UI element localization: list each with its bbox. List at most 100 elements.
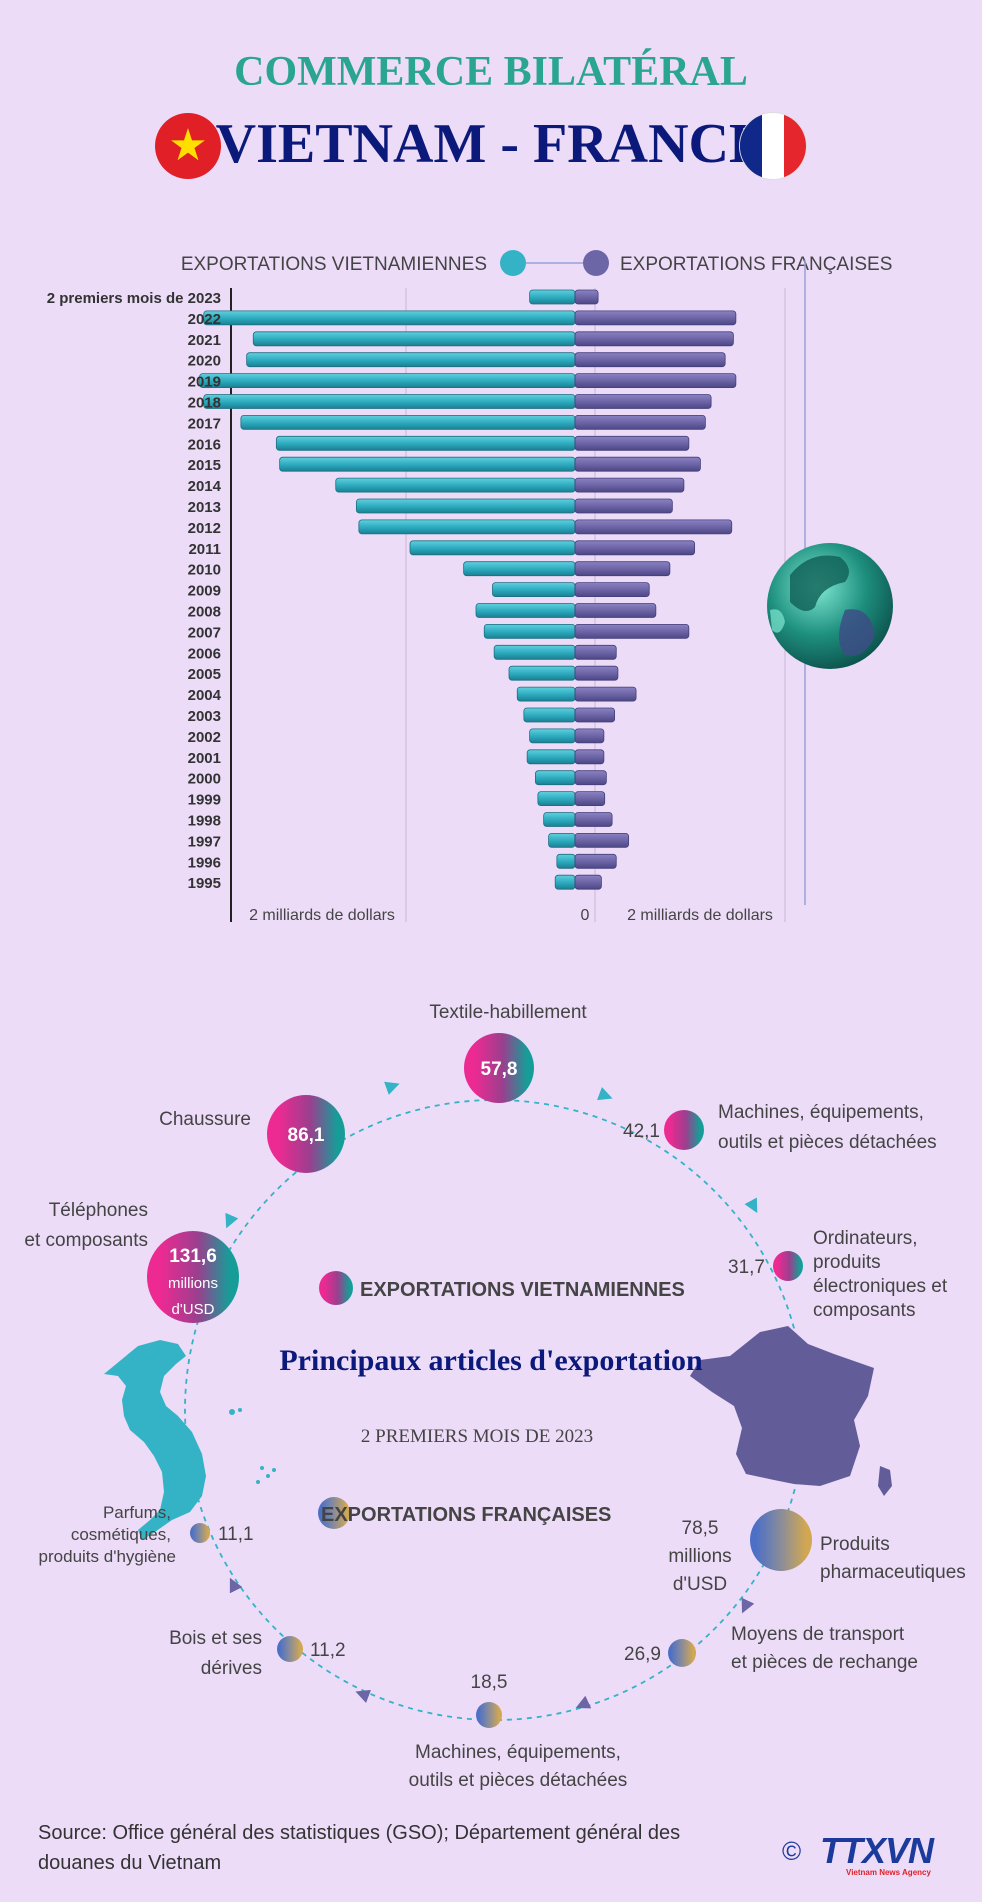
label-bois-2: dérives: [201, 1658, 262, 1679]
category-tick-label: 2002: [188, 729, 221, 746]
bubble-pharma-value: 78,5: [682, 1518, 719, 1539]
group-vn-label: EXPORTATIONS VIETNAMIENNES: [360, 1279, 685, 1301]
year-ticks: 2 premiers mois de 2023 2022 2021 2020 2019 2…: [47, 290, 222, 892]
category-tick-label: 2015: [188, 457, 221, 474]
bar-vn: [483, 624, 576, 639]
bubble-transport: [668, 1639, 696, 1667]
bubble-telephones-unit-2: d'USD: [172, 1301, 215, 1318]
vietnam-map-icon: [104, 1340, 276, 1540]
bar-fr: [574, 665, 619, 681]
label-textile: Textile-habillement: [429, 1002, 587, 1023]
bar-fr: [574, 331, 734, 347]
bubble-parfums-value: 11,1: [218, 1524, 254, 1545]
category-tick-label: 2014: [188, 478, 222, 495]
label-ordinateurs-1: Ordinateurs,: [813, 1228, 918, 1249]
bubble-machines-vn-value: 42,1: [623, 1121, 660, 1142]
category-tick-label: 2011: [188, 541, 221, 558]
ring-arrow-8: [229, 1577, 243, 1594]
bar-fr: [574, 477, 685, 493]
bar-fr: [574, 310, 737, 326]
label-transport-2: et pièces de rechange: [731, 1652, 918, 1673]
bar-fr: [574, 394, 712, 409]
label-machines-fr-1: Machines, équipements,: [415, 1742, 621, 1763]
bubble-chaussure: [267, 1095, 345, 1173]
legend-fr-bubble-icon: [318, 1497, 350, 1529]
category-tick-label: 2020: [188, 353, 221, 370]
category-tick-label: 1999: [188, 792, 221, 809]
bar-fr: [574, 414, 706, 430]
bar-fr: [574, 707, 615, 723]
category-tick-label: 2022: [188, 311, 221, 328]
bar-fr: [574, 435, 690, 451]
bar-vn: [335, 477, 576, 493]
ring-arrow-3: [744, 1197, 758, 1214]
category-tick-label: 1997: [188, 833, 221, 850]
bar-vn: [493, 644, 576, 660]
bubble-telephones-value: 131,6: [169, 1246, 217, 1267]
bubble-textile: [464, 1033, 534, 1103]
group-fr-label: EXPORTATIONS FRANÇAISES: [321, 1504, 611, 1526]
logo-subtitle: Vietnam News Agency: [846, 1868, 931, 1877]
bar-vn: [554, 874, 576, 890]
bar-vn: [355, 498, 576, 514]
category-tick-label: 2019: [188, 374, 221, 391]
ring-path: [184, 1099, 806, 1721]
bar-vn: [275, 435, 576, 451]
category-tick-label: 2005: [188, 666, 221, 683]
source-note: Source: Office général des statistiques …: [38, 1822, 681, 1874]
bar-fr: [574, 498, 673, 514]
bar-fr: [574, 624, 690, 639]
category-tick-label: 2000: [188, 771, 221, 788]
bar-vn: [240, 414, 576, 430]
label-parfums-2: cosmétiques,: [71, 1525, 171, 1544]
bar-fr: [574, 456, 701, 472]
label-ordinateurs-2: produits: [813, 1252, 881, 1273]
bubble-pharma-unit-1: millions: [668, 1546, 731, 1567]
label-chaussure: Chaussure: [159, 1109, 251, 1130]
bar-vn: [246, 352, 576, 368]
bar-vn: [529, 728, 576, 744]
france-map-icon: [690, 1326, 892, 1496]
ring-arrow-7: [355, 1689, 372, 1704]
title-main: VIETNAM - FRANCE: [215, 113, 767, 175]
label-parfums-1: Parfums,: [103, 1503, 171, 1522]
legend-vn-bubble-icon: [319, 1271, 353, 1305]
bar-fr: [574, 603, 657, 618]
bubble-machines-fr: [476, 1702, 502, 1728]
bar-fr: [574, 833, 630, 848]
bar-vn: [508, 665, 576, 681]
bubble-pharma-unit-2: d'USD: [673, 1574, 727, 1595]
bar-fr: [574, 289, 599, 305]
bar-fr: [574, 686, 637, 702]
ring-arrow-1: [384, 1081, 400, 1095]
bubble-subtitle: 2 PREMIERS MOIS DE 2023: [361, 1426, 593, 1447]
bar-vn: [203, 310, 576, 326]
bar-vn: [523, 707, 576, 723]
bubble-machines-vn: [664, 1110, 704, 1150]
bubble-title: Principaux articles d'exportation: [279, 1344, 703, 1377]
axis-label-zero: 0: [581, 907, 590, 924]
label-machines-fr-2: outils et pièces détachées: [409, 1770, 628, 1791]
bar-vn: [537, 791, 576, 806]
category-tick-label: 1995: [188, 875, 221, 892]
bar-fr: [574, 561, 671, 577]
category-tick-label: 2013: [188, 499, 221, 516]
bubble-bois-value: 11,2: [310, 1640, 346, 1661]
bubble-telephones: [147, 1231, 239, 1323]
bubble-ordinateurs-value: 31,7: [728, 1257, 765, 1278]
bar-fr: [574, 519, 733, 535]
category-tick-label: 2009: [188, 583, 221, 600]
bar-vn: [199, 373, 576, 389]
bar-fr: [574, 373, 737, 389]
bubble-transport-value: 26,9: [624, 1644, 661, 1665]
category-tick-label: 2017: [188, 415, 221, 432]
ring-arrow-4: [225, 1212, 239, 1229]
bubble-ordinateurs: [773, 1251, 803, 1281]
bar-vn: [516, 686, 576, 702]
bubble-textile-value: 57,8: [481, 1059, 518, 1080]
bar-fr: [574, 853, 617, 869]
globe-icon: [767, 543, 893, 669]
vietnam-flag-icon: ★: [155, 113, 221, 179]
label-parfums-3: produits d'hygiène: [39, 1547, 176, 1566]
